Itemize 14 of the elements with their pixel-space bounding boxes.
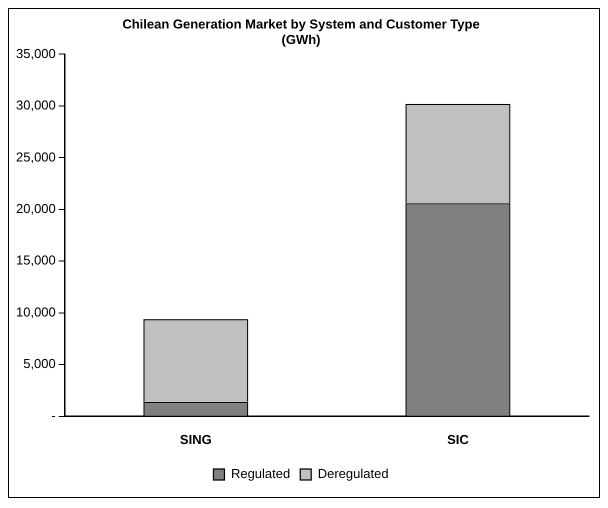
chart-title: Chilean Generation Market by System and Customer Type — [122, 16, 480, 32]
y-tick-label: 15,000 — [16, 252, 56, 268]
y-tick-label: 5,000 — [23, 356, 56, 372]
y-tick-label: 25,000 — [16, 149, 56, 164]
y-tick-label: 30,000 — [16, 98, 56, 113]
y-tick-label: 10,000 — [16, 304, 56, 320]
x-tick-label: SING — [180, 432, 212, 447]
x-tick-label: SIC — [447, 432, 470, 447]
y-tick-label: 20,000 — [16, 201, 56, 216]
legend-label: Regulated — [230, 466, 290, 482]
y-tick-label: 35,000 — [16, 46, 56, 61]
chart-subtitle: (GWh) — [282, 32, 320, 47]
legend-label: Deregulated — [318, 466, 389, 482]
y-tick-label: - — [51, 408, 56, 423]
